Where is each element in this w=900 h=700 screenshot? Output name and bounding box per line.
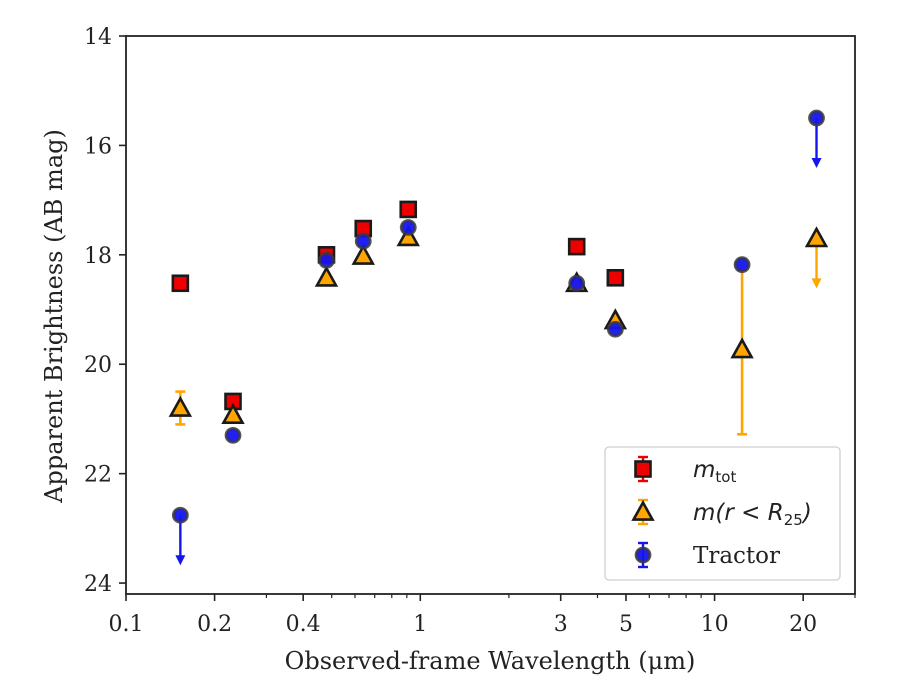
triangle-point <box>730 337 754 359</box>
circle-point <box>318 251 335 269</box>
axes-frame <box>125 35 856 595</box>
triangle-point <box>168 395 193 417</box>
y-tick-label: 18 <box>84 244 112 269</box>
x-axis-label: Observed-frame Wavelength (μm) <box>285 647 696 675</box>
legend-square-marker <box>634 460 652 478</box>
y-tick-label: 24 <box>84 572 112 597</box>
y-axis-label: Apparent Brightness (AB mag) <box>40 129 68 504</box>
x-tick-label: 0.4 <box>286 612 321 637</box>
legend-box <box>604 446 841 581</box>
circle-point <box>733 256 751 274</box>
x-tick-label: 20 <box>789 612 817 637</box>
x-tick-label: 0.2 <box>197 612 232 637</box>
x-tick-label: 1 <box>413 612 427 637</box>
legend-circle-marker <box>634 546 652 564</box>
circle-point <box>808 109 825 127</box>
axes: 0.1 0.2 0.4 1 3 5 10 20 14 16 18 20 22 24 <box>84 25 856 637</box>
x-tick-label: 10 <box>701 612 729 637</box>
legend: mtot m(r < R25) Tractor <box>604 446 841 581</box>
circle-point <box>399 219 417 236</box>
triangle-point <box>314 265 339 287</box>
square-point <box>171 274 190 293</box>
circle-point <box>224 426 242 444</box>
square-point <box>606 268 625 287</box>
legend-triangle-marker <box>631 499 655 521</box>
legend-label: m(r < R25) <box>693 500 812 529</box>
data-markers <box>168 109 829 524</box>
circle-point <box>606 320 624 338</box>
y-tick-label: 20 <box>84 353 112 378</box>
triangle-point <box>396 225 420 247</box>
triangle-point <box>351 243 375 265</box>
y-tick-label: 22 <box>84 463 112 488</box>
x-tick-label: 0.1 <box>109 612 144 637</box>
circle-point <box>354 232 372 250</box>
circle-point <box>171 506 189 524</box>
upper-limit-arrowhead <box>175 555 186 566</box>
circle-point <box>568 274 586 292</box>
legend-label: mtot <box>693 457 736 486</box>
upper-limit-arrowhead <box>811 278 822 289</box>
triangle-point <box>221 402 245 425</box>
square-point <box>567 237 586 256</box>
square-point <box>399 200 418 219</box>
y-tick-label: 16 <box>84 134 112 159</box>
upper-limit-arrowhead <box>811 158 822 169</box>
y-tick-label: 14 <box>84 25 112 50</box>
legend-label: Tractor <box>693 543 780 569</box>
x-tick-label: 5 <box>619 612 633 637</box>
x-tick-label: 3 <box>554 612 568 637</box>
triangle-point <box>804 226 829 248</box>
